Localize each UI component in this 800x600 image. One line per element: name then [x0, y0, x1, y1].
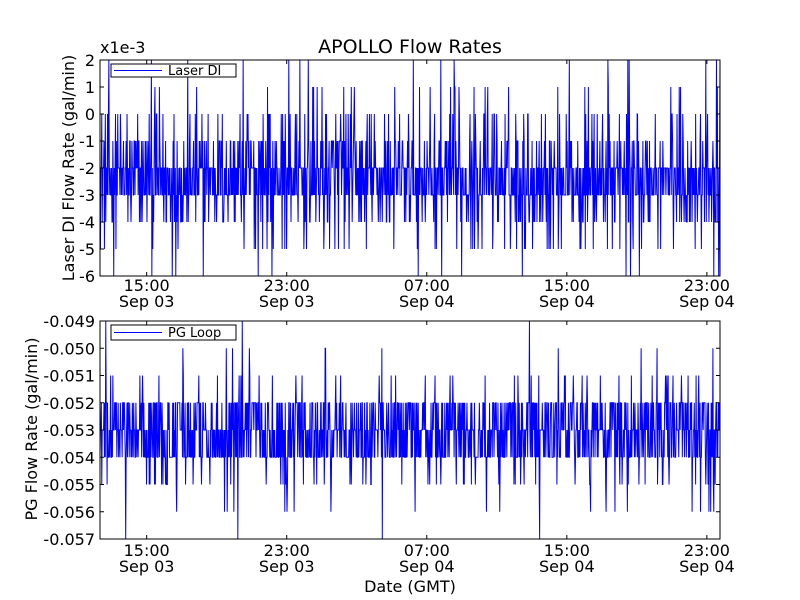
pg-loop-x-tick-date-label: Sep 03	[119, 557, 175, 576]
laser-di-x-tick-time-label: 15:00	[124, 276, 170, 295]
pg-loop-x-tick-date-label: Sep 04	[539, 557, 595, 576]
laser-di-x-tick-date-label: Sep 04	[539, 292, 595, 311]
laser-di-legend-box	[110, 63, 237, 78]
laser-di-x-tick-date-label: Sep 04	[679, 292, 735, 311]
laser-di-plot-area	[100, 60, 720, 276]
pg-loop-y-tick-label: -0.053	[43, 421, 95, 440]
pg-loop-x-tick-date-label: Sep 03	[259, 557, 315, 576]
laser-di-legend-label: Laser DI	[168, 64, 221, 79]
pg-loop-x-tick-time-label: 15:00	[124, 541, 170, 560]
pg-loop-series-line	[100, 321, 720, 539]
laser-di-legend: Laser DI	[110, 63, 237, 79]
laser-di-y-axis-label: Laser DI Flow Rate (gal/min)	[59, 55, 78, 282]
laser-di-x-tick-time-label: 23:00	[264, 276, 310, 295]
laser-di-y-tick-label: 0	[85, 105, 95, 124]
pg-loop-axes: PG Flow Rate (gal/min) -0.057 -0.056 -0.05…	[22, 312, 735, 576]
pg-loop-legend: PG Loop	[110, 324, 237, 341]
laser-di-x-tick-time-label: 07:00	[404, 276, 450, 295]
laser-di-x-tick-date-label: Sep 03	[119, 292, 175, 311]
pg-loop-x-tick-date-label: Sep 04	[399, 557, 455, 576]
laser-di-x-tick-date-label: Sep 03	[259, 292, 315, 311]
pg-loop-legend-box	[110, 324, 237, 341]
figure-title: APOLLO Flow Rates	[318, 36, 502, 58]
laser-di-x-tick-time-label: 23:00	[684, 276, 730, 295]
laser-di-offset-label: x1e-3	[100, 38, 145, 57]
pg-loop-y-tick-label: -0.057	[43, 530, 95, 549]
pg-loop-x-tick-time-label: 07:00	[404, 541, 450, 560]
laser-di-y-tick-label: 2	[85, 51, 95, 70]
laser-di-y-tick-label: -4	[79, 213, 95, 232]
pg-loop-y-tick-label: -0.049	[43, 312, 95, 331]
pg-loop-plot-area	[100, 321, 720, 539]
pg-loop-y-tick-label: -0.051	[43, 367, 95, 386]
pg-loop-y-tick-label: -0.055	[43, 476, 95, 495]
pg-loop-y-tick-label: -0.050	[43, 339, 95, 358]
laser-di-y-tick-label: 1	[85, 78, 95, 97]
pg-loop-y-tick-label: -0.052	[43, 394, 95, 413]
laser-di-y-tick-label: -6	[79, 267, 95, 286]
x-axis-label: Date (GMT)	[364, 577, 456, 596]
pg-loop-x-tick-time-label: 23:00	[684, 541, 730, 560]
pg-loop-legend-label: PG Loop	[168, 326, 221, 341]
pg-loop-x-tick-date-label: Sep 04	[679, 557, 735, 576]
laser-di-x-tick-time-label: 15:00	[544, 276, 590, 295]
laser-di-y-tick-label: -3	[79, 186, 95, 205]
laser-di-series-line	[100, 60, 720, 276]
laser-di-x-tick-date-label: Sep 04	[399, 292, 455, 311]
laser-di-axes: x1e-3 Laser DI Flow Rate (gal/min) -6 -5 -…	[59, 38, 735, 311]
pg-loop-y-tick-label: -0.054	[43, 448, 95, 467]
pg-loop-y-tick-label: -0.056	[43, 503, 95, 522]
pg-loop-y-axis-label: PG Flow Rate (gal/min)	[22, 338, 41, 521]
laser-di-y-tick-label: -2	[79, 159, 95, 178]
laser-di-y-tick-label: -1	[79, 132, 95, 151]
pg-loop-x-tick-time-label: 15:00	[544, 541, 590, 560]
pg-loop-x-tick-time-label: 23:00	[264, 541, 310, 560]
laser-di-y-tick-label: -5	[79, 240, 95, 259]
